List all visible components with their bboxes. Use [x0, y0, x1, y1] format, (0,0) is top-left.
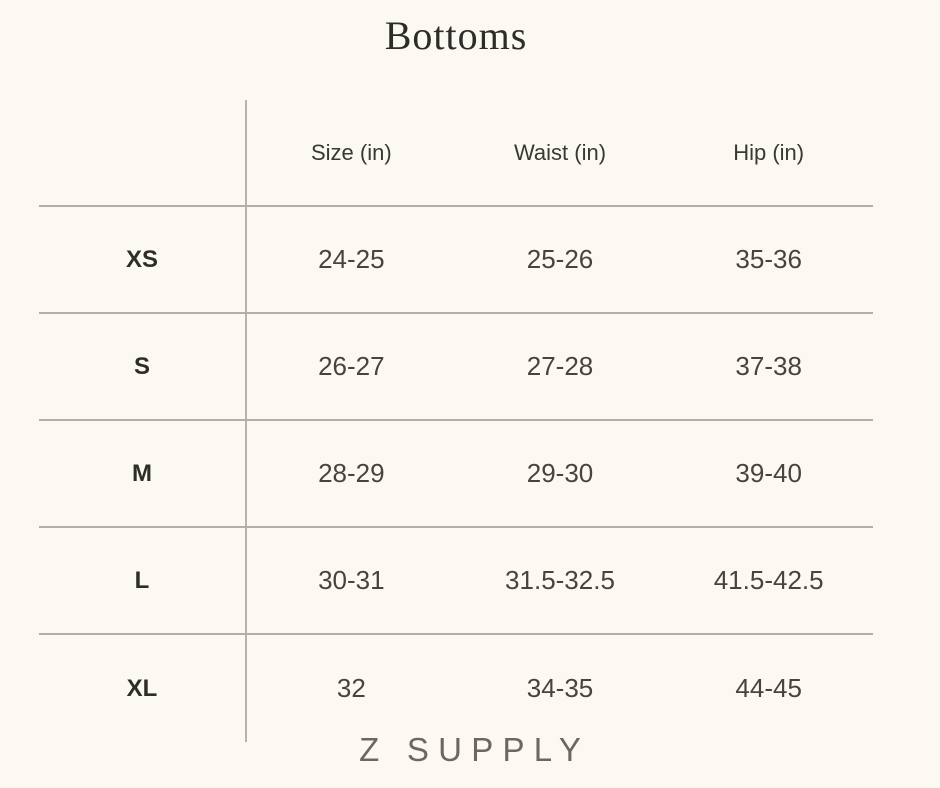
cell-waist: 34-35 [526, 673, 594, 703]
table-row-l: L 30-31 31.5-32.5 41.5-42.5 [39, 528, 873, 635]
table-row-xl: XL 32 34-35 44-45 [39, 635, 873, 742]
page-title: Bottoms [384, 13, 528, 58]
cell-size: 24-25 [318, 244, 385, 274]
cell-hip: 44-45 [735, 673, 802, 703]
table-row-xs: XS 24-25 25-26 35-36 [39, 207, 873, 314]
cell-waist: 29-30 [526, 458, 594, 488]
row-label: M [39, 421, 247, 526]
cell-hip: 41.5-42.5 [713, 565, 824, 595]
brand-logo: Z SUPPLY [359, 731, 591, 768]
cell-hip: 35-36 [735, 244, 802, 274]
column-header-waist: Waist (in) [513, 139, 607, 165]
table-row-s: S 26-27 27-28 37-38 [39, 314, 873, 421]
column-header-size: Size (in) [310, 139, 392, 165]
row-label: S [39, 314, 247, 419]
row-label: XL [39, 635, 247, 742]
header-corner-cell [39, 100, 247, 205]
cell-waist: 31.5-32.5 [505, 565, 615, 595]
cell-waist: 27-28 [526, 351, 594, 381]
cell-size: 26-27 [318, 351, 385, 381]
cell-size: 30-31 [318, 565, 385, 595]
cell-waist: 25-26 [526, 244, 594, 274]
cell-size: 28-29 [318, 458, 385, 488]
cell-hip: 37-38 [735, 351, 802, 381]
table-row-m: M 28-29 29-30 39-40 [39, 421, 873, 528]
row-label: L [39, 528, 247, 633]
size-chart-table: Size (in) Waist (in) Hip (in) XS 24-25 2… [39, 100, 873, 742]
row-label: XS [39, 207, 247, 312]
table-header-row: Size (in) Waist (in) Hip (in) [39, 100, 873, 207]
column-header-hip: Hip (in) [733, 139, 805, 165]
cell-hip: 39-40 [735, 458, 802, 488]
cell-size: 32 [336, 673, 366, 703]
